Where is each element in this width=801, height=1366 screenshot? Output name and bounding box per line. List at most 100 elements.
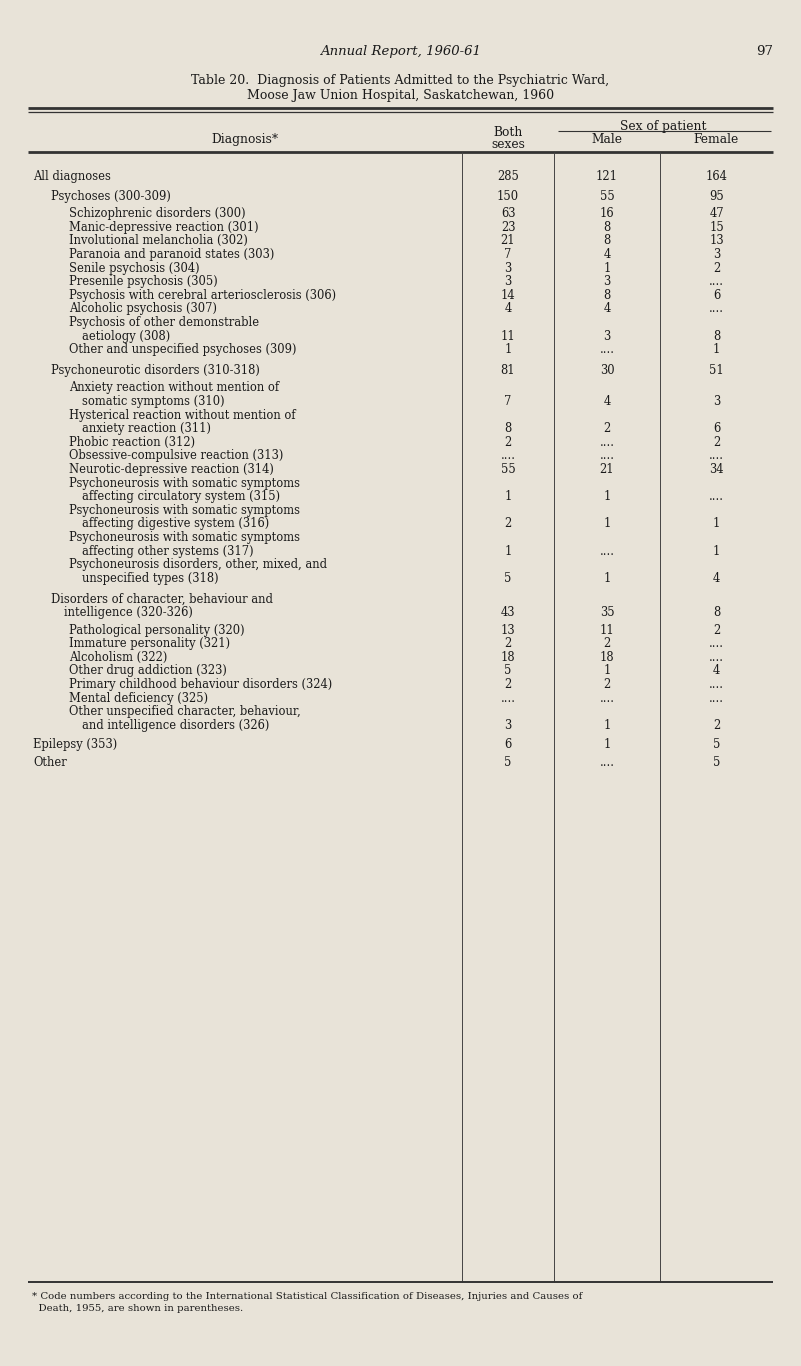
Text: 23: 23 <box>501 221 515 234</box>
Text: ....: .... <box>599 449 614 463</box>
Text: 5: 5 <box>713 755 720 769</box>
Text: Psychoneurosis with somatic symptoms: Psychoneurosis with somatic symptoms <box>69 531 300 544</box>
Text: Disorders of character, behaviour and: Disorders of character, behaviour and <box>51 593 273 605</box>
Text: Psychoneurotic disorders (310-318): Psychoneurotic disorders (310-318) <box>51 363 260 377</box>
Text: Anxiety reaction without mention of: Anxiety reaction without mention of <box>69 381 279 395</box>
Text: Manic-depressive reaction (301): Manic-depressive reaction (301) <box>69 221 259 234</box>
Text: 1: 1 <box>713 518 720 530</box>
Text: Immature personality (321): Immature personality (321) <box>69 637 230 650</box>
Text: Senile psychosis (304): Senile psychosis (304) <box>69 262 199 275</box>
Text: Psychosis with cerebral arteriosclerosis (306): Psychosis with cerebral arteriosclerosis… <box>69 288 336 302</box>
Text: 4: 4 <box>603 249 610 261</box>
Text: 150: 150 <box>497 190 519 202</box>
Text: * Code numbers according to the International Statistical Classification of Dise: * Code numbers according to the Internat… <box>32 1292 582 1300</box>
Text: Diagnosis*: Diagnosis* <box>211 133 279 146</box>
Text: 13: 13 <box>501 624 515 637</box>
Text: 18: 18 <box>501 650 515 664</box>
Text: 164: 164 <box>706 169 727 183</box>
Text: Hysterical reaction without mention of: Hysterical reaction without mention of <box>69 408 296 422</box>
Text: 11: 11 <box>600 624 614 637</box>
Text: 2: 2 <box>713 624 720 637</box>
Text: 7: 7 <box>505 395 512 408</box>
Text: 14: 14 <box>501 288 515 302</box>
Text: 1: 1 <box>603 572 610 585</box>
Text: and intelligence disorders (326): and intelligence disorders (326) <box>82 719 269 732</box>
Text: 8: 8 <box>603 288 610 302</box>
Text: Other drug addiction (323): Other drug addiction (323) <box>69 664 227 678</box>
Text: 3: 3 <box>505 275 512 288</box>
Text: ....: .... <box>709 449 724 463</box>
Text: All diagnoses: All diagnoses <box>33 169 111 183</box>
Text: 55: 55 <box>600 190 614 202</box>
Text: Female: Female <box>694 133 739 146</box>
Text: 1: 1 <box>505 545 512 557</box>
Text: 2: 2 <box>603 678 610 691</box>
Text: Sex of patient: Sex of patient <box>620 120 706 133</box>
Text: Male: Male <box>591 133 622 146</box>
Text: Table 20.  Diagnosis of Patients Admitted to the Psychiatric Ward,: Table 20. Diagnosis of Patients Admitted… <box>191 74 610 87</box>
Text: 13: 13 <box>709 235 724 247</box>
Text: 95: 95 <box>709 190 724 202</box>
Text: Alcoholism (322): Alcoholism (322) <box>69 650 167 664</box>
Text: unspecified types (318): unspecified types (318) <box>82 572 219 585</box>
Text: Psychosis of other demonstrable: Psychosis of other demonstrable <box>69 316 260 329</box>
Text: 6: 6 <box>713 288 720 302</box>
Text: 2: 2 <box>505 678 512 691</box>
Text: ....: .... <box>709 691 724 705</box>
Text: 4: 4 <box>505 302 512 316</box>
Text: 3: 3 <box>713 249 720 261</box>
Text: Psychoneurosis with somatic symptoms: Psychoneurosis with somatic symptoms <box>69 477 300 489</box>
Text: 51: 51 <box>709 363 724 377</box>
Text: 2: 2 <box>713 436 720 449</box>
Text: 47: 47 <box>709 208 724 220</box>
Text: 5: 5 <box>713 739 720 751</box>
Text: affecting circulatory system (315): affecting circulatory system (315) <box>82 490 280 503</box>
Text: 5: 5 <box>505 664 512 678</box>
Text: 4: 4 <box>603 395 610 408</box>
Text: Phobic reaction (312): Phobic reaction (312) <box>69 436 195 449</box>
Text: 1: 1 <box>505 343 512 357</box>
Text: Psychoses (300-309): Psychoses (300-309) <box>51 190 171 202</box>
Text: ....: .... <box>709 490 724 503</box>
Text: 1: 1 <box>713 545 720 557</box>
Text: ....: .... <box>709 637 724 650</box>
Text: affecting other systems (317): affecting other systems (317) <box>82 545 254 557</box>
Text: Other unspecified character, behaviour,: Other unspecified character, behaviour, <box>69 705 300 719</box>
Text: Other: Other <box>33 755 66 769</box>
Text: somatic symptoms (310): somatic symptoms (310) <box>82 395 224 408</box>
Text: 3: 3 <box>713 395 720 408</box>
Text: 35: 35 <box>600 607 614 619</box>
Text: Involutional melancholia (302): Involutional melancholia (302) <box>69 235 248 247</box>
Text: 34: 34 <box>709 463 724 475</box>
Text: 6: 6 <box>505 739 512 751</box>
Text: Neurotic-depressive reaction (314): Neurotic-depressive reaction (314) <box>69 463 274 475</box>
Text: 5: 5 <box>505 755 512 769</box>
Text: 2: 2 <box>713 719 720 732</box>
Text: 3: 3 <box>505 719 512 732</box>
Text: 8: 8 <box>713 607 720 619</box>
Text: 3: 3 <box>505 262 512 275</box>
Text: 2: 2 <box>713 262 720 275</box>
Text: ....: .... <box>709 275 724 288</box>
Text: ....: .... <box>709 302 724 316</box>
Text: 11: 11 <box>501 329 515 343</box>
Text: 4: 4 <box>603 302 610 316</box>
Text: Moose Jaw Union Hospital, Saskatchewan, 1960: Moose Jaw Union Hospital, Saskatchewan, … <box>247 89 554 102</box>
Text: Primary childhood behaviour disorders (324): Primary childhood behaviour disorders (3… <box>69 678 332 691</box>
Text: 1: 1 <box>603 262 610 275</box>
Text: Presenile psychosis (305): Presenile psychosis (305) <box>69 275 218 288</box>
Text: 1: 1 <box>603 490 610 503</box>
Text: 15: 15 <box>709 221 724 234</box>
Text: 97: 97 <box>756 45 773 57</box>
Text: 285: 285 <box>497 169 519 183</box>
Text: 43: 43 <box>501 607 515 619</box>
Text: ....: .... <box>709 650 724 664</box>
Text: ....: .... <box>599 436 614 449</box>
Text: Death, 1955, are shown in parentheses.: Death, 1955, are shown in parentheses. <box>32 1305 244 1313</box>
Text: ....: .... <box>599 755 614 769</box>
Text: Pathological personality (320): Pathological personality (320) <box>69 624 244 637</box>
Text: Other and unspecified psychoses (309): Other and unspecified psychoses (309) <box>69 343 296 357</box>
Text: 16: 16 <box>600 208 614 220</box>
Text: 1: 1 <box>505 490 512 503</box>
Text: 8: 8 <box>713 329 720 343</box>
